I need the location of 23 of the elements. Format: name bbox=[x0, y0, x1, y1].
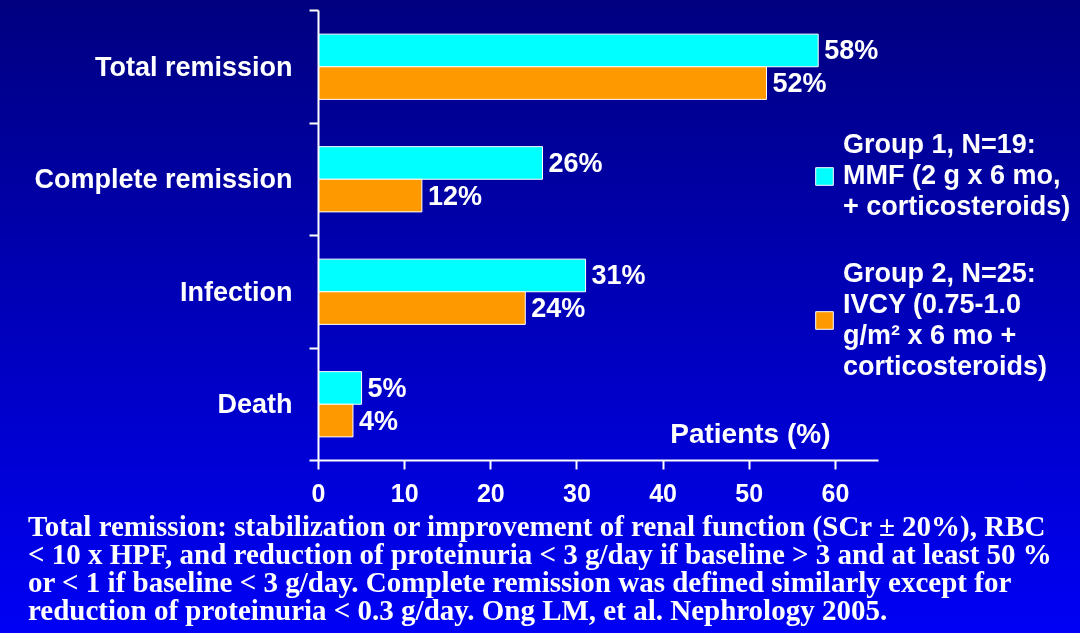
text: Total remission: stabilization or improvement of renal function (SCr ± 20%), RBC < 10 x HPF, and reduction of proteinuria < 3 g/day if baseline > 3 and at least 50 % or < 1 if baseline < 3 g/day. Complete remission was defined similarly except for reduction of proteinuria < 0.3 g/day. Ong LM, et al. Nephrology 2005. bbox=[28, 510, 1053, 626]
y-tick-label: Infection bbox=[180, 276, 293, 307]
data-label: 31% bbox=[591, 260, 646, 291]
data-label: 12% bbox=[427, 180, 482, 211]
x-tick-label: 20 bbox=[476, 478, 505, 507]
y-tick-label: Complete remission bbox=[34, 164, 293, 195]
data-label: 58% bbox=[824, 35, 879, 66]
x-tick-label: 40 bbox=[649, 478, 678, 507]
data-label: 26% bbox=[548, 147, 603, 178]
legend-label: Group 2, N=25: IVCY (0.75-1.0 g/m² x 6 mo + corticosteroids) bbox=[843, 258, 1048, 382]
x-tick-label: 60 bbox=[821, 478, 850, 507]
x-tick-label: 0 bbox=[311, 478, 326, 507]
data-label: 52% bbox=[772, 68, 827, 99]
y-tick-label: Death bbox=[217, 389, 293, 420]
data-label: 5% bbox=[367, 372, 407, 403]
x-axis-title: Patients (%) bbox=[670, 417, 831, 449]
x-tick-label: 30 bbox=[563, 478, 591, 507]
y-tick-label: Total remission bbox=[94, 51, 293, 82]
legend-label: Group 1, N=19: MMF (2 g x 6 mo, + corticosteroids) bbox=[843, 129, 1071, 222]
x-tick-label: 10 bbox=[390, 478, 419, 507]
data-label: 4% bbox=[358, 405, 398, 436]
x-tick-label: 50 bbox=[735, 478, 764, 507]
data-label: 24% bbox=[531, 293, 586, 324]
